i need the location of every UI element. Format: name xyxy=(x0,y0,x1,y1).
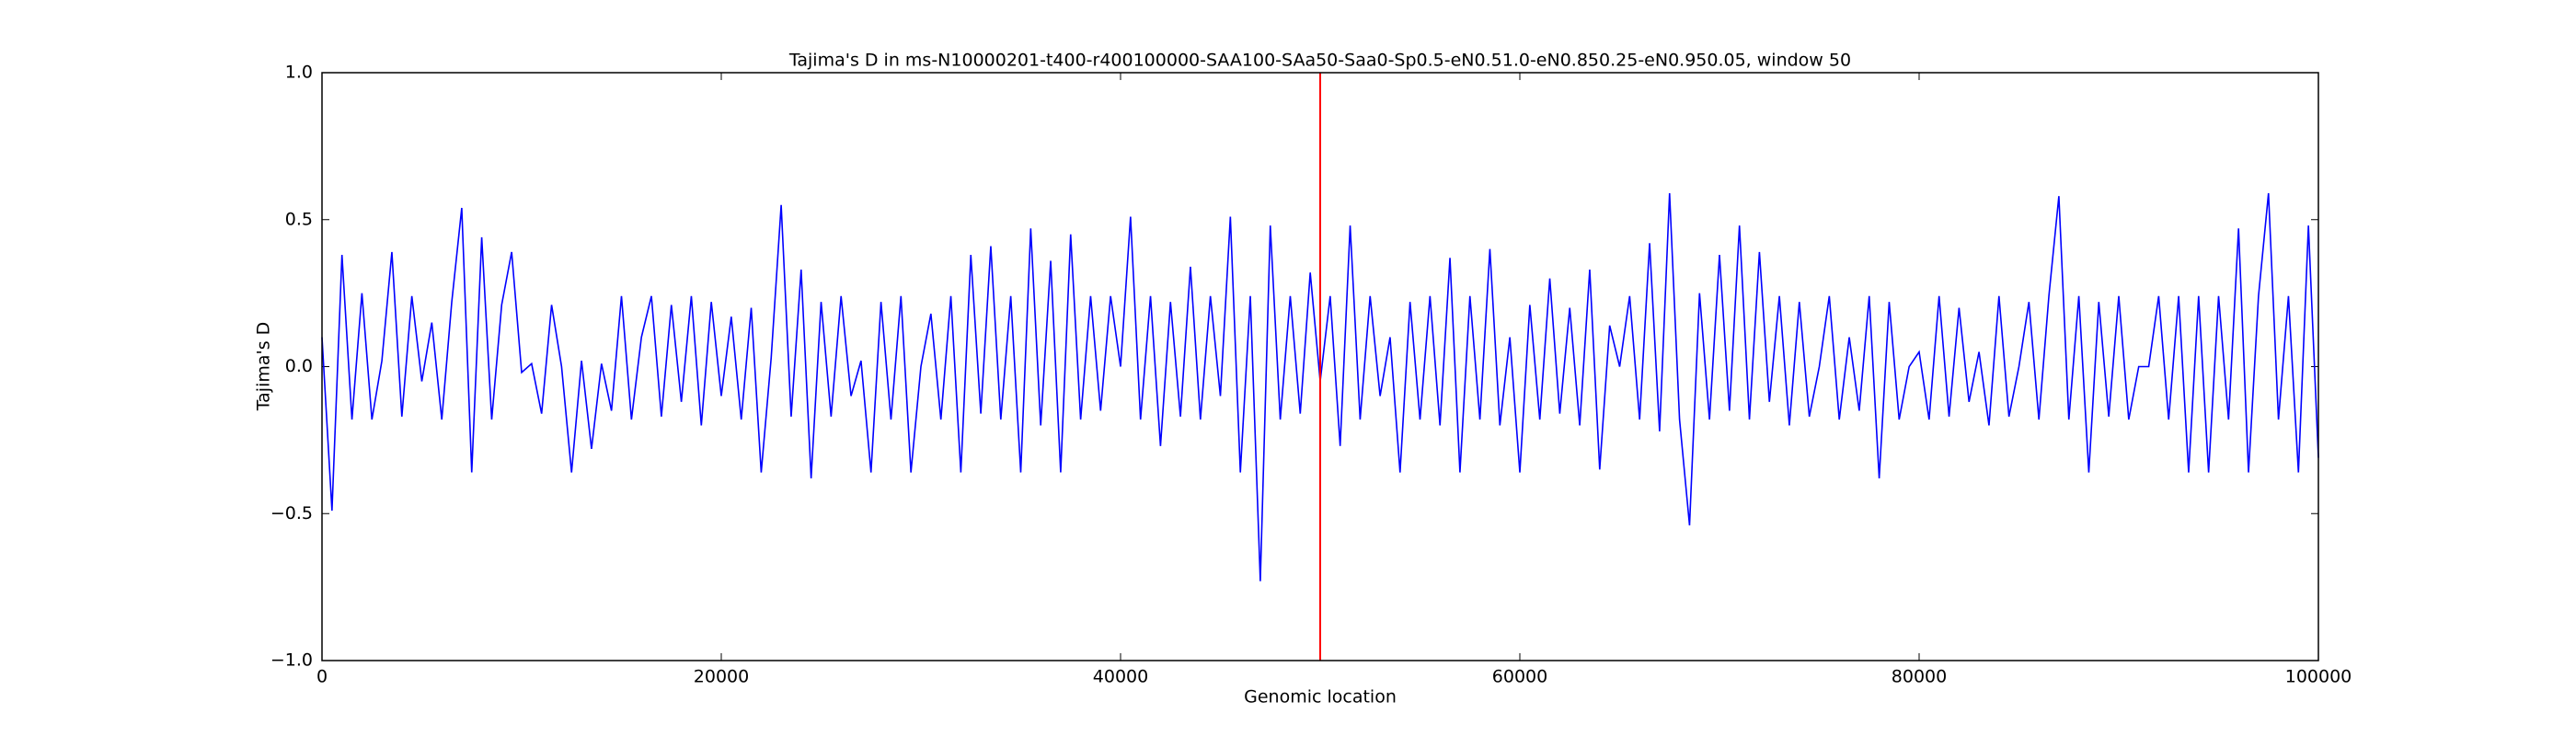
x-tick-label: 0 xyxy=(316,667,328,687)
y-tick-label: 0.0 xyxy=(285,356,313,376)
x-tick-label: 20000 xyxy=(694,667,749,687)
x-tick-label: 80000 xyxy=(1892,667,1947,687)
x-tick-label: 60000 xyxy=(1492,667,1547,687)
plot-frame xyxy=(321,72,2319,661)
y-axis-label: Tajima's D xyxy=(254,322,274,412)
chart-title: Tajima's D in ms-N10000201-t400-r4001000… xyxy=(788,51,1851,71)
x-axis-label: Genomic location xyxy=(1244,687,1397,707)
y-tick-label: −1.0 xyxy=(270,650,313,671)
y-tick-label: −0.5 xyxy=(270,503,313,523)
y-tick-label: 0.5 xyxy=(285,209,313,229)
y-tick-label: 1.0 xyxy=(285,63,313,83)
x-tick-label: 40000 xyxy=(1093,667,1148,687)
x-tick-label: 100000 xyxy=(2285,667,2352,687)
